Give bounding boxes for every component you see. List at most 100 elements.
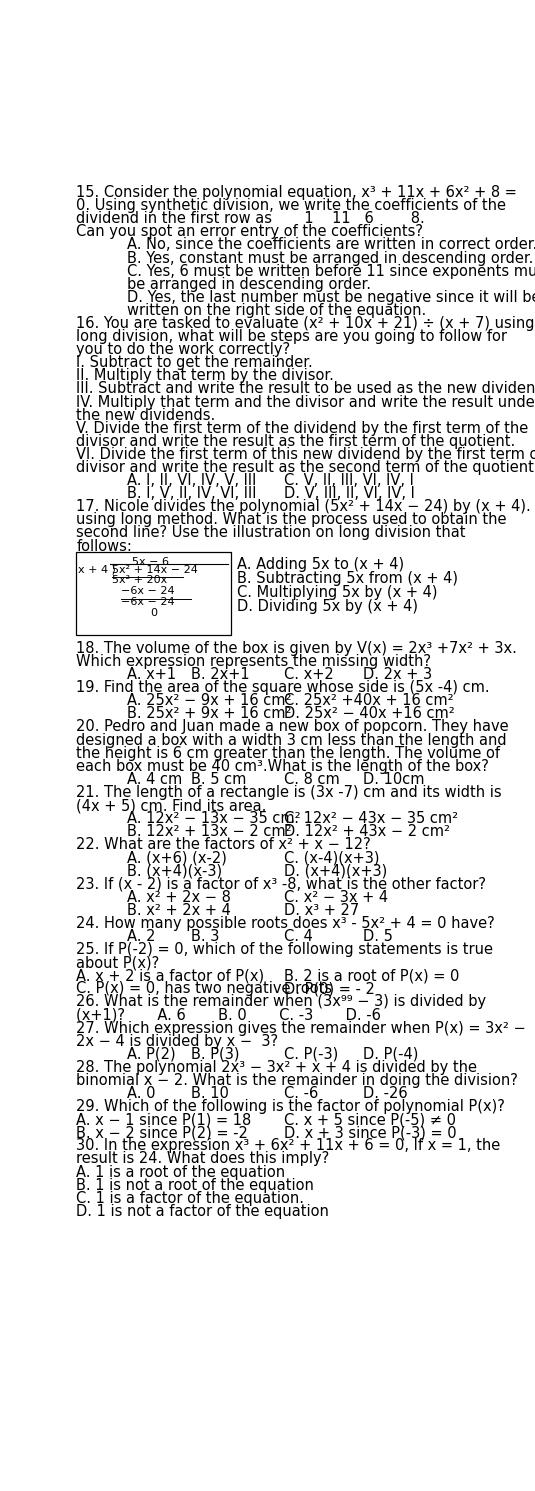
Text: −6x − 24: −6x − 24 (121, 586, 175, 596)
Text: follows:: follows: (76, 538, 132, 553)
Text: 5x² + 14x − 24: 5x² + 14x − 24 (112, 565, 198, 574)
Text: A. x + 2 is a factor of P(x): A. x + 2 is a factor of P(x) (76, 968, 264, 983)
Text: V. Divide the first term of the dividend by the first term of the: V. Divide the first term of the dividend… (76, 420, 529, 435)
Text: divisor and write the result as the second term of the quotient.: divisor and write the result as the seco… (76, 459, 535, 476)
Text: A. 2: A. 2 (127, 929, 155, 944)
Text: written on the right side of the equation.: written on the right side of the equatio… (127, 303, 426, 318)
Text: D. V, III, II, VI, IV, I: D. V, III, II, VI, IV, I (284, 486, 415, 501)
Text: C. 8 cm: C. 8 cm (284, 772, 340, 787)
Text: B. 2 is a root of P(x) = 0: B. 2 is a root of P(x) = 0 (284, 968, 459, 983)
Text: D. 25x² − 40x +16 cm²: D. 25x² − 40x +16 cm² (284, 707, 455, 722)
Text: A. 4 cm: A. 4 cm (127, 772, 182, 787)
Text: C. 4: C. 4 (284, 929, 313, 944)
Text: A. 25x² − 9x + 16 cm²: A. 25x² − 9x + 16 cm² (127, 693, 291, 708)
Text: C. x+2: C. x+2 (284, 666, 334, 681)
Text: VI. Divide the first term of this new dividend by the first term of the: VI. Divide the first term of this new di… (76, 447, 535, 462)
Text: C. Yes, 6 must be written before 11 since exponents must: C. Yes, 6 must be written before 11 sinc… (127, 264, 535, 279)
Text: D. (x+4)(x+3): D. (x+4)(x+3) (284, 863, 387, 878)
Text: B. 12x² + 13x − 2 cm²: B. 12x² + 13x − 2 cm² (127, 825, 291, 839)
Text: B. 3: B. 3 (191, 929, 219, 944)
Text: B. x² + 2x + 4: B. x² + 2x + 4 (127, 902, 231, 918)
Text: the new dividends.: the new dividends. (76, 407, 216, 422)
Text: long division, what will be steps are you going to follow for: long division, what will be steps are yo… (76, 330, 507, 344)
Text: III. Subtract and write the result to be used as the new dividend.: III. Subtract and write the result to be… (76, 382, 535, 397)
Text: D. P(-4): D. P(-4) (363, 1047, 418, 1062)
Text: A. x+1: A. x+1 (127, 666, 175, 681)
Text: C. V, II, III, VI, IV, I: C. V, II, III, VI, IV, I (284, 473, 414, 488)
Text: 2x − 4 is divided by x −  3?: 2x − 4 is divided by x − 3? (76, 1033, 278, 1048)
Text: 29. Which of the following is the factor of polynomial P(x)?: 29. Which of the following is the factor… (76, 1099, 505, 1114)
Text: II. Multiply that term by the divisor.: II. Multiply that term by the divisor. (76, 368, 334, 383)
Text: 5x − 6: 5x − 6 (132, 558, 169, 567)
Text: 0: 0 (150, 608, 158, 617)
Text: B. I, V, II, IV, VI, III: B. I, V, II, IV, VI, III (127, 486, 256, 501)
Text: you to do the work correctly?: you to do the work correctly? (76, 341, 291, 358)
Text: A. x − 1 since P(1) = 18: A. x − 1 since P(1) = 18 (76, 1112, 251, 1127)
Text: C. (x-4)(x+3): C. (x-4)(x+3) (284, 850, 379, 865)
Text: dividend in the first row as       1    11   6        8.: dividend in the first row as 1 11 6 8. (76, 212, 425, 227)
Bar (76, 552, 231, 635)
Text: 0. Using synthetic division, we write the coefficients of the: 0. Using synthetic division, we write th… (76, 198, 506, 213)
Text: binomial x − 2. What is the remainder in doing the division?: binomial x − 2. What is the remainder in… (76, 1074, 518, 1088)
Text: A. P(2): A. P(2) (127, 1047, 175, 1062)
Text: 16. You are tasked to evaluate (x² + 10x + 21) ÷ (x + 7) using: 16. You are tasked to evaluate (x² + 10x… (76, 316, 534, 331)
Text: D. x³ + 27: D. x³ + 27 (284, 902, 359, 918)
Text: D. 2x + 3: D. 2x + 3 (363, 666, 432, 681)
Text: A. No, since the coefficients are written in correct order.: A. No, since the coefficients are writte… (127, 237, 535, 252)
Text: x + 4 ⟩: x + 4 ⟩ (79, 565, 117, 574)
Text: B. P(3): B. P(3) (191, 1047, 239, 1062)
Text: C. 1 is a factor of the equation.: C. 1 is a factor of the equation. (76, 1191, 304, 1206)
Text: using long method. What is the process used to obtain the: using long method. What is the process u… (76, 513, 507, 528)
Text: B. (x+4)(x-3): B. (x+4)(x-3) (127, 863, 221, 878)
Text: A. x² + 2x − 8: A. x² + 2x − 8 (127, 890, 231, 905)
Text: D. 12x² + 43x − 2 cm²: D. 12x² + 43x − 2 cm² (284, 825, 450, 839)
Text: 17. Nicole divides the polynomial (5x² + 14x − 24) by (x + 4).: 17. Nicole divides the polynomial (5x² +… (76, 499, 531, 514)
Text: the height is 6 cm greater than the length. The volume of: the height is 6 cm greater than the leng… (76, 746, 500, 760)
Text: D. x + 3 since P(-3) = 0: D. x + 3 since P(-3) = 0 (284, 1126, 456, 1141)
Text: A. I, II, VI, IV, V, III: A. I, II, VI, IV, V, III (127, 473, 256, 488)
Text: result is 24. What does this imply?: result is 24. What does this imply? (76, 1151, 330, 1166)
Text: 23. If (x - 2) is a factor of x³ -8, what is the other factor?: 23. If (x - 2) is a factor of x³ -8, wha… (76, 877, 486, 892)
Text: 30. In the expression x³ + 6x² + 11x + 6 = 0, If x = 1, the: 30. In the expression x³ + 6x² + 11x + 6… (76, 1138, 500, 1154)
Text: D. Dividing 5x by (x + 4): D. Dividing 5x by (x + 4) (238, 598, 418, 614)
Text: B. x − 2 since P(2) = -2: B. x − 2 since P(2) = -2 (76, 1126, 248, 1141)
Text: 27. Which expression gives the remainder when P(x) = 3x² −: 27. Which expression gives the remainder… (76, 1020, 526, 1036)
Text: divisor and write the result as the first term of the quotient.: divisor and write the result as the firs… (76, 434, 515, 449)
Text: C. P(-3): C. P(-3) (284, 1047, 338, 1062)
Text: D. 5: D. 5 (363, 929, 393, 944)
Text: Can you spot an error entry of the coefficients?: Can you spot an error entry of the coeff… (76, 224, 423, 240)
Text: A. 12x² − 13x − 35 cm²: A. 12x² − 13x − 35 cm² (127, 811, 300, 826)
Text: designed a box with a width 3 cm less than the length and: designed a box with a width 3 cm less th… (76, 732, 507, 747)
Text: 5x² + 20x: 5x² + 20x (112, 576, 167, 586)
Text: D. -26: D. -26 (363, 1085, 408, 1100)
Text: 22. What are the factors of x² + x − 12?: 22. What are the factors of x² + x − 12? (76, 838, 371, 853)
Text: C. 12x² − 43x − 35 cm²: C. 12x² − 43x − 35 cm² (284, 811, 458, 826)
Text: be arranged in descending order.: be arranged in descending order. (127, 277, 371, 292)
Text: C. 25x² +40x + 16 cm²: C. 25x² +40x + 16 cm² (284, 693, 454, 708)
Text: 19. Find the area of the square whose side is (5x -4) cm.: 19. Find the area of the square whose si… (76, 680, 490, 695)
Text: (x+1)?       A. 6       B. 0       C. -3       D. -6: (x+1)? A. 6 B. 0 C. -3 D. -6 (76, 1008, 381, 1023)
Text: second line? Use the illustration on long division that: second line? Use the illustration on lon… (76, 525, 465, 540)
Text: A. (x+6) (x-2): A. (x+6) (x-2) (127, 850, 226, 865)
Text: B. Yes, constant must be arranged in descending order.: B. Yes, constant must be arranged in des… (127, 250, 533, 265)
Text: 28. The polynomial 2x³ − 3x² + x + 4 is divided by the: 28. The polynomial 2x³ − 3x² + x + 4 is … (76, 1060, 477, 1075)
Text: 20. Pedro and Juan made a new box of popcorn. They have: 20. Pedro and Juan made a new box of pop… (76, 720, 509, 735)
Text: A. Adding 5x to (x + 4): A. Adding 5x to (x + 4) (238, 558, 404, 573)
Text: each box must be 40 cm³.What is the length of the box?: each box must be 40 cm³.What is the leng… (76, 759, 489, 774)
Text: IV. Multiply that term and the divisor and write the result under: IV. Multiply that term and the divisor a… (76, 395, 535, 410)
Text: 18. The volume of the box is given by V(x) = 2x³ +7x² + 3x.: 18. The volume of the box is given by V(… (76, 641, 517, 656)
Text: 26. What is the remainder when (3x⁹⁹ − 3) is divided by: 26. What is the remainder when (3x⁹⁹ − 3… (76, 994, 486, 1009)
Text: D. Yes, the last number must be negative since it will be: D. Yes, the last number must be negative… (127, 289, 535, 304)
Text: C. -6: C. -6 (284, 1085, 318, 1100)
Text: Which expression represents the missing width?: Which expression represents the missing … (76, 655, 431, 669)
Text: B. 10: B. 10 (191, 1085, 229, 1100)
Text: I. Subtract to get the remainder.: I. Subtract to get the remainder. (76, 355, 313, 370)
Text: B. 25x² + 9x + 16 cm²: B. 25x² + 9x + 16 cm² (127, 707, 291, 722)
Text: 21. The length of a rectangle is (3x -7) cm and its width is: 21. The length of a rectangle is (3x -7)… (76, 784, 502, 799)
Text: A. 1 is a root of the equation: A. 1 is a root of the equation (76, 1164, 285, 1179)
Text: −6x − 24: −6x − 24 (121, 596, 175, 607)
Text: D. 10cm: D. 10cm (363, 772, 424, 787)
Text: 24. How many possible roots does x³ - 5x² + 4 = 0 have?: 24. How many possible roots does x³ - 5x… (76, 915, 495, 930)
Text: 15. Consider the polynomial equation, x³ + 11x + 6x² + 8 =: 15. Consider the polynomial equation, x³… (76, 185, 517, 200)
Text: (4x + 5) cm. Find its area.: (4x + 5) cm. Find its area. (76, 798, 266, 813)
